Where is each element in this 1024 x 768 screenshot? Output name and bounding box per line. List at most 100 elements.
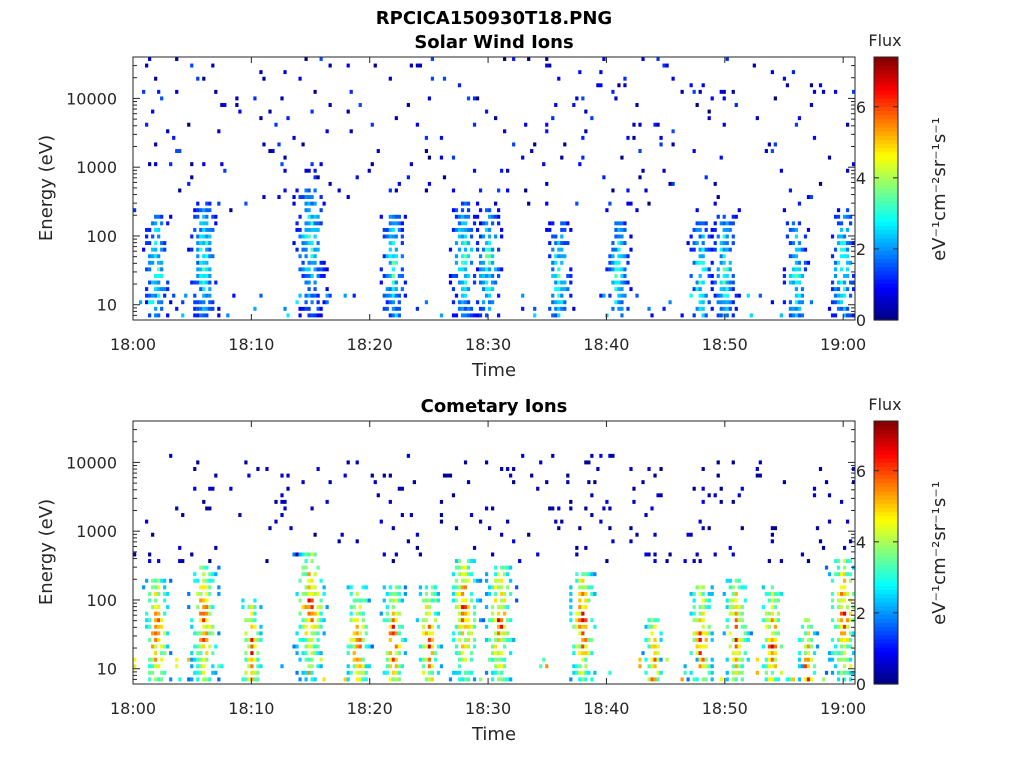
spectrogram-cell	[304, 280, 308, 285]
spectrogram-cell	[623, 221, 627, 226]
y-tick-label: 10000	[66, 453, 117, 472]
spectrogram-cell	[773, 644, 777, 649]
spectrogram-cell	[367, 598, 371, 603]
colorbar-swatch	[874, 147, 898, 153]
spectrogram-cell	[542, 657, 546, 662]
spectrogram-cell	[776, 677, 780, 682]
spectrogram-cell	[836, 670, 841, 675]
spectrogram-cell	[578, 664, 582, 669]
spectrogram-cell	[391, 313, 395, 318]
spectrogram-cell	[497, 273, 501, 278]
spectrogram-cell	[698, 664, 702, 669]
spectrogram-cell	[500, 532, 504, 537]
spectrogram-cell	[848, 260, 853, 265]
spectrogram-cell	[731, 460, 735, 465]
spectrogram-cell	[310, 254, 314, 259]
spectrogram-cell	[497, 247, 501, 252]
spectrogram-cell	[256, 631, 260, 636]
spectrogram-cell	[199, 241, 203, 246]
spectrogram-cell	[388, 221, 392, 226]
spectrogram-cell	[385, 234, 389, 239]
spectrogram-cell	[304, 241, 308, 246]
spectrogram-cell	[301, 624, 305, 629]
spectrogram-cell	[698, 227, 702, 232]
spectrogram-cell	[133, 664, 137, 669]
spectrogram-cell	[307, 260, 311, 265]
spectrogram-cell	[478, 677, 483, 682]
spectrogram-cell	[463, 214, 468, 219]
spectrogram-cell	[460, 227, 465, 232]
spectrogram-cell	[313, 611, 317, 616]
spectrogram-cell	[608, 526, 612, 531]
spectrogram-cell	[463, 293, 468, 298]
spectrogram-cell	[644, 552, 648, 557]
spectrogram-cell	[187, 657, 191, 662]
spectrogram-cell	[836, 306, 841, 311]
colorbar-swatch	[874, 93, 898, 99]
spectrogram-cell	[382, 598, 386, 603]
spectrogram-cell	[737, 578, 741, 583]
spectrogram-cell	[644, 624, 648, 629]
spectrogram-cell	[551, 116, 555, 121]
spectrogram-cell	[695, 260, 699, 265]
colorbar-swatch	[874, 254, 898, 259]
spectrogram-cell	[836, 565, 841, 570]
spectrogram-cell	[710, 234, 714, 239]
spectrogram-cell	[761, 605, 765, 610]
spectrogram-cell	[397, 181, 401, 186]
spectrogram-cell	[469, 591, 474, 596]
spectrogram-cell	[487, 287, 492, 292]
spectrogram-cell	[545, 181, 549, 186]
spectrogram-cell	[358, 670, 362, 675]
spectrogram-cell	[205, 227, 209, 232]
spectrogram-cell	[355, 591, 359, 596]
spectrogram-cell	[250, 664, 254, 669]
spectrogram-cell	[695, 618, 699, 623]
spectrogram-cell	[457, 280, 462, 285]
spectrogram-cell	[196, 254, 200, 259]
spectrogram-cell	[424, 677, 429, 682]
spectrogram-cell	[400, 234, 404, 239]
spectrogram-cell	[163, 631, 167, 636]
colorbar-swatch	[874, 638, 898, 644]
spectrogram-cell	[572, 624, 576, 629]
spectrogram-cell	[304, 293, 308, 298]
spectrogram-cell	[650, 677, 654, 682]
spectrogram-cell	[307, 306, 311, 311]
spectrogram-cell	[298, 267, 302, 272]
spectrogram-cell	[806, 664, 811, 669]
spectrogram-cell	[163, 247, 167, 252]
spectrogram-cell	[451, 188, 456, 193]
spectrogram-cell	[451, 493, 456, 498]
spectrogram-cell	[653, 473, 657, 478]
spectrogram-cell	[394, 313, 398, 318]
spectrogram-cell	[382, 293, 386, 298]
spectrogram-cell	[563, 280, 567, 285]
spectrogram-cell	[388, 260, 392, 265]
spectrogram-cell	[310, 195, 314, 200]
spectrogram-cell	[617, 306, 621, 311]
x-tick-label: 18:40	[583, 699, 629, 718]
spectrogram-cell	[163, 293, 167, 298]
spectrogram-cell	[286, 116, 290, 121]
spectrogram-cell	[722, 122, 726, 127]
spectrogram-cell	[806, 637, 811, 642]
spectrogram-cell	[776, 591, 780, 596]
spectrogram-cell	[205, 677, 209, 682]
spectrogram-cell	[454, 644, 459, 649]
colorbar-label: eV⁻¹cm⁻²sr⁻¹s⁻¹	[929, 117, 950, 261]
spectrogram-cell	[731, 598, 735, 603]
spectrogram-cell	[731, 591, 735, 596]
spectrogram-cell	[289, 526, 293, 531]
spectrogram-cell	[391, 624, 395, 629]
spectrogram-cell	[145, 241, 149, 246]
spectrogram-cell	[512, 539, 516, 544]
spectrogram-cell	[794, 280, 799, 285]
spectrogram-cell	[349, 644, 353, 649]
spectrogram-cell	[316, 467, 320, 471]
spectrogram-cell	[797, 241, 802, 246]
colorbar-swatch	[874, 114, 898, 120]
spectrogram-cell	[310, 552, 314, 557]
spectrogram-cell	[836, 591, 841, 596]
spectrogram-cell	[355, 175, 359, 180]
